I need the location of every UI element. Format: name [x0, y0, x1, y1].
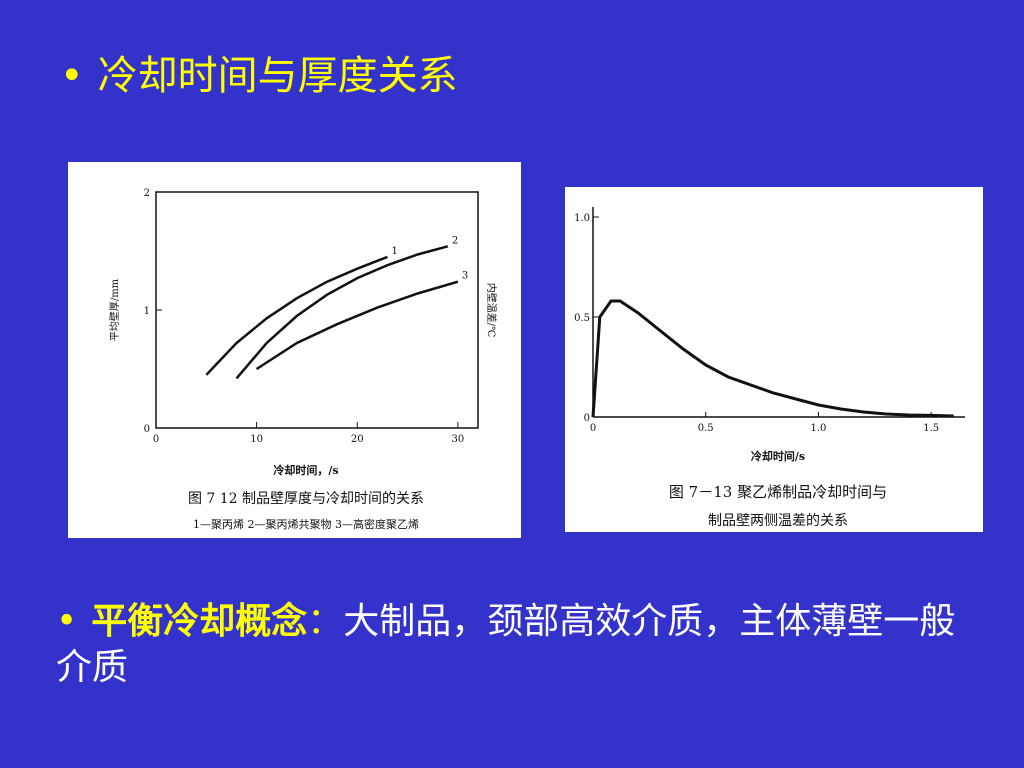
- slide-footer-point: • 平衡冷却概念：大制品，颈部高效介质，主体薄壁一般介质: [56, 598, 986, 691]
- x-axis-label: 冷却时间/s: [751, 449, 805, 463]
- figure-caption: 图 7 12 制品壁厚度与冷却时间的关系: [188, 491, 424, 507]
- figure-legend: 1—聚丙烯 2—聚丙烯共聚物 3—高密度聚乙烯: [193, 517, 419, 531]
- heading-text: 冷却时间与厚度关系: [97, 53, 458, 99]
- separator: ：: [307, 601, 344, 642]
- y-tick-label: 0: [144, 424, 150, 435]
- series-line-1: [205, 255, 388, 376]
- x-tick-label: 1.0: [811, 423, 827, 434]
- x-tick-label: 20: [351, 434, 364, 445]
- y-tick-label: 0.5: [574, 313, 590, 324]
- x-tick-label: 10: [250, 434, 263, 445]
- series-line-3: [255, 280, 459, 371]
- y-tick-label: 1: [144, 306, 150, 317]
- series-line-2: [235, 245, 449, 380]
- concept-term: 平衡冷却概念: [91, 600, 308, 642]
- series-label-3: 3: [462, 271, 468, 282]
- x-tick-label: 1.5: [923, 423, 939, 434]
- x-tick-label: 0: [590, 423, 596, 434]
- figure-caption: 图 7－13 聚乙烯制品冷却时间与: [669, 483, 887, 501]
- chart-temp-diff: 0 0.5 1.0 1.5 0 0.5 1.0 冷却时间/s 图 7－13 聚乙烯制品冷却时…: [574, 207, 965, 529]
- concept-description: 大制品，颈部高效介质，主体薄壁一般介质: [56, 601, 956, 688]
- x-tick-label: 30: [452, 434, 465, 445]
- right-axis-label: 内壁温差/℃: [485, 283, 498, 338]
- bullet-dot: •: [60, 53, 84, 99]
- chart-thickness: 0 10 20 30 0 1 2 1 2 3 平均壁厚/mm 内壁温差/℃ 冷却时间，/s 图 …: [108, 188, 498, 531]
- x-tick-label: 0: [153, 434, 159, 445]
- y-tick-label: 1.0: [574, 213, 590, 224]
- y-tick-label: 0: [584, 413, 590, 424]
- y-tick-label: 2: [144, 188, 150, 199]
- x-axis-label: 冷却时间，/s: [273, 463, 338, 477]
- series-label-2: 2: [452, 235, 458, 246]
- y-axis-label: 平均壁厚/mm: [108, 278, 121, 341]
- bullet-dot: •: [56, 601, 78, 642]
- figure-caption-line2: 制品壁两侧温差的关系: [708, 513, 848, 529]
- figure-thickness-vs-time: 0 10 20 30 0 1 2 1 2 3 平均壁厚/mm 内壁温差/℃ 冷却时间，/s 图 …: [68, 162, 521, 538]
- plot-frame: [155, 191, 479, 429]
- x-tick-label: 0.5: [698, 423, 714, 434]
- figure-temp-diff-vs-time: 0 0.5 1.0 1.5 0 0.5 1.0 冷却时间/s 图 7－13 聚乙烯制品冷却时…: [565, 187, 983, 532]
- series-line-0: [591, 299, 954, 418]
- series-label-1: 1: [391, 246, 397, 257]
- slide-heading: • 冷却时间与厚度关系: [60, 52, 458, 100]
